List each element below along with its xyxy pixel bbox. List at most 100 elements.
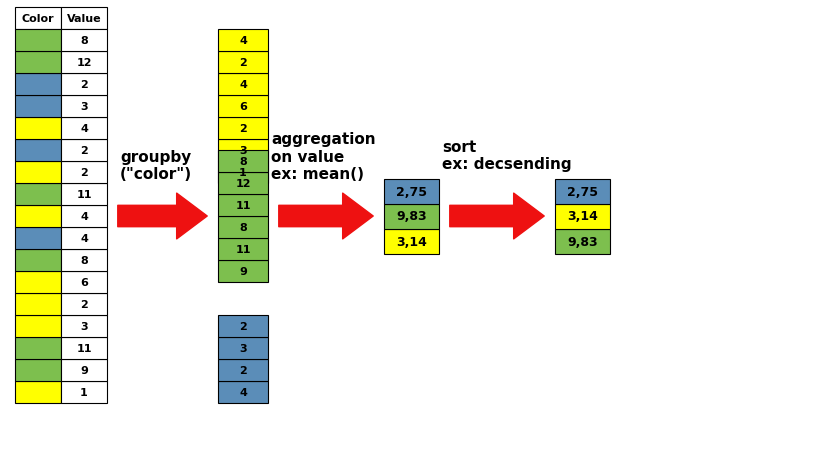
Bar xyxy=(218,52,268,74)
Bar xyxy=(61,96,107,118)
Text: 11: 11 xyxy=(76,189,92,200)
Bar xyxy=(61,74,107,96)
Bar xyxy=(15,227,61,250)
Text: 1: 1 xyxy=(80,387,88,397)
Bar xyxy=(61,118,107,140)
Bar xyxy=(61,381,107,403)
Bar xyxy=(61,227,107,250)
Bar xyxy=(218,359,268,381)
Bar xyxy=(61,140,107,162)
Bar xyxy=(61,250,107,271)
Text: 2,75: 2,75 xyxy=(567,185,598,198)
Text: 2: 2 xyxy=(239,365,247,375)
Text: 8: 8 xyxy=(80,256,88,265)
Text: 8: 8 xyxy=(239,156,247,167)
Bar xyxy=(218,150,268,173)
Text: 2: 2 xyxy=(80,146,88,156)
Text: 3: 3 xyxy=(239,146,247,156)
Bar xyxy=(218,381,268,403)
Bar xyxy=(15,30,61,52)
Text: 11: 11 xyxy=(235,200,251,211)
Bar xyxy=(555,229,610,254)
Bar xyxy=(15,140,61,162)
Text: 2,75: 2,75 xyxy=(396,185,427,198)
Bar xyxy=(15,96,61,118)
Text: 12: 12 xyxy=(235,179,251,188)
Bar xyxy=(218,30,268,52)
Bar xyxy=(61,294,107,315)
Text: 8: 8 xyxy=(80,36,88,46)
Bar xyxy=(15,74,61,96)
Bar xyxy=(61,30,107,52)
Text: Color: Color xyxy=(21,14,54,24)
Text: 9: 9 xyxy=(80,365,88,375)
Text: 2: 2 xyxy=(80,300,88,309)
Text: 3: 3 xyxy=(81,321,88,332)
Text: 3,14: 3,14 xyxy=(567,210,598,223)
Bar xyxy=(218,96,268,118)
Text: 2: 2 xyxy=(239,58,247,68)
Bar xyxy=(15,381,61,403)
Bar xyxy=(218,217,268,238)
Text: 2: 2 xyxy=(239,124,247,134)
Text: 2: 2 xyxy=(80,80,88,90)
Text: 11: 11 xyxy=(76,343,92,353)
Bar xyxy=(15,118,61,140)
Text: 6: 6 xyxy=(239,102,247,112)
Bar xyxy=(384,179,439,204)
Bar xyxy=(218,162,268,184)
Bar xyxy=(61,315,107,337)
Text: Value: Value xyxy=(67,14,101,24)
Bar xyxy=(61,337,107,359)
Text: 4: 4 xyxy=(239,387,247,397)
Bar xyxy=(15,271,61,294)
Text: 8: 8 xyxy=(239,223,247,232)
Text: 4: 4 xyxy=(80,124,88,134)
Bar xyxy=(61,8,107,30)
Bar xyxy=(61,271,107,294)
Bar xyxy=(218,194,268,217)
Text: 6: 6 xyxy=(80,277,88,288)
Bar xyxy=(555,179,610,204)
Bar xyxy=(218,238,268,260)
Text: 3: 3 xyxy=(239,343,247,353)
Text: aggregation
on value
ex: mean(): aggregation on value ex: mean() xyxy=(271,132,376,181)
Text: 12: 12 xyxy=(76,58,92,68)
Bar xyxy=(61,206,107,227)
Bar xyxy=(15,8,61,30)
Bar xyxy=(384,204,439,229)
Text: 9,83: 9,83 xyxy=(396,210,427,223)
Bar xyxy=(61,184,107,206)
Bar xyxy=(218,118,268,140)
Bar xyxy=(61,162,107,184)
Bar xyxy=(15,250,61,271)
Bar xyxy=(555,204,610,229)
Text: 1: 1 xyxy=(239,168,247,178)
Bar xyxy=(15,315,61,337)
Text: 2: 2 xyxy=(239,321,247,332)
Bar xyxy=(15,206,61,227)
Bar xyxy=(384,229,439,254)
Text: 4: 4 xyxy=(239,36,247,46)
Text: groupby
("color"): groupby ("color") xyxy=(120,149,192,181)
Bar xyxy=(61,52,107,74)
Text: 3: 3 xyxy=(81,102,88,112)
Bar xyxy=(15,184,61,206)
Text: 4: 4 xyxy=(239,80,247,90)
Text: 2: 2 xyxy=(80,168,88,178)
Text: 9: 9 xyxy=(239,266,247,276)
Bar xyxy=(218,260,268,282)
Text: sort
ex: decsending: sort ex: decsending xyxy=(442,139,571,172)
Bar xyxy=(218,315,268,337)
Bar xyxy=(15,52,61,74)
Bar xyxy=(218,140,268,162)
Text: 9,83: 9,83 xyxy=(567,235,598,248)
Bar xyxy=(15,359,61,381)
Text: 4: 4 xyxy=(80,212,88,221)
Bar xyxy=(218,74,268,96)
Text: 3,14: 3,14 xyxy=(396,235,427,248)
Bar xyxy=(15,162,61,184)
Bar xyxy=(15,337,61,359)
Bar xyxy=(218,337,268,359)
Text: 11: 11 xyxy=(235,244,251,255)
